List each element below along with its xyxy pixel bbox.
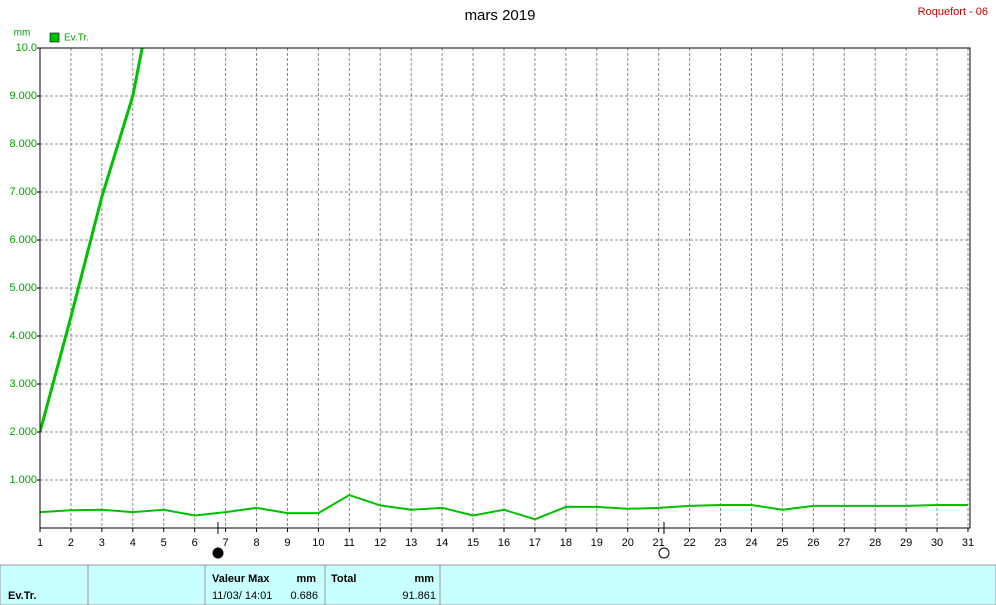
- x-tick-label: 22: [683, 537, 695, 549]
- x-tick-label: 23: [714, 537, 726, 549]
- moon-icon: [658, 547, 670, 559]
- y-tick-label: 10.0: [16, 42, 37, 54]
- y-tick-label: 8.000: [9, 138, 37, 150]
- x-tick-label: 19: [591, 537, 603, 549]
- x-tick-label: 12: [374, 537, 386, 549]
- x-tick-label: 7: [223, 537, 229, 549]
- y-tick-label: 5.000: [9, 282, 37, 294]
- summary-panel: Ev.Tr. Valeur Max mm 11/03/ 14:01 0.686 …: [0, 564, 996, 605]
- x-tick-label: 13: [405, 537, 417, 549]
- max-date: 11/03/ 14:01: [212, 590, 272, 602]
- y-tick-label: 1.000: [9, 474, 37, 486]
- total-value: 91.861: [402, 590, 436, 602]
- max-unit: mm: [296, 573, 316, 585]
- x-tick-label: 10: [312, 537, 324, 549]
- data-line: [40, 493, 968, 521]
- moon-icon: [212, 547, 224, 559]
- y-tick-label: 3.000: [9, 378, 37, 390]
- x-tick-label: 28: [869, 537, 881, 549]
- x-tick-label: 27: [838, 537, 850, 549]
- max-header: Valeur Max: [212, 573, 270, 585]
- x-tick-label: 6: [192, 537, 198, 549]
- y-unit: mm: [14, 28, 31, 39]
- x-tick-label: 20: [622, 537, 634, 549]
- x-tick-label: 9: [284, 537, 290, 549]
- x-tick-label: 17: [529, 537, 541, 549]
- x-tick-label: 29: [900, 537, 912, 549]
- x-tick-label: 25: [776, 537, 788, 549]
- x-tick-label: 3: [99, 537, 105, 549]
- x-tick-label: 31: [962, 537, 974, 549]
- x-tick-label: 21: [653, 537, 665, 549]
- legend-swatch: [49, 32, 60, 43]
- station: Roquefort - 06: [918, 6, 988, 18]
- x-tick-label: 1: [37, 537, 43, 549]
- y-tick-label: 6.000: [9, 234, 37, 246]
- y-tick-label: 2.000: [9, 426, 37, 438]
- y-tick-label: 4.000: [9, 330, 37, 342]
- x-tick-label: 15: [467, 537, 479, 549]
- x-tick-label: 2: [68, 537, 74, 549]
- x-tick-label: 30: [931, 537, 943, 549]
- x-tick-label: 16: [498, 537, 510, 549]
- plot-area: 1.000 2.000 3.000 4.000 5.000 6.000 7.000 8.000…: [9, 42, 974, 549]
- x-tick-label: 18: [560, 537, 572, 549]
- data-line: [40, 48, 144, 433]
- max-value: 0.686: [290, 590, 318, 602]
- panel-bg: [0, 564, 996, 605]
- x-tick-label: 26: [807, 537, 819, 549]
- legend-label: Ev.Tr.: [64, 33, 89, 44]
- total-header: Total: [331, 573, 356, 585]
- x-tick-label: 5: [161, 537, 167, 549]
- x-tick-label: 8: [253, 537, 259, 549]
- x-tick-label: 14: [436, 537, 448, 549]
- x-tick-label: 24: [745, 537, 757, 549]
- plot-frame: [39, 47, 971, 529]
- x-tick-label: 4: [130, 537, 136, 549]
- x-tick-label: 11: [344, 537, 355, 549]
- chart-title: mars 2019: [465, 7, 536, 24]
- y-tick-label: 7.000: [9, 186, 37, 198]
- summary-label: Ev.Tr.: [8, 590, 37, 602]
- total-unit: mm: [414, 573, 434, 585]
- y-tick-label: 9.000: [9, 90, 37, 102]
